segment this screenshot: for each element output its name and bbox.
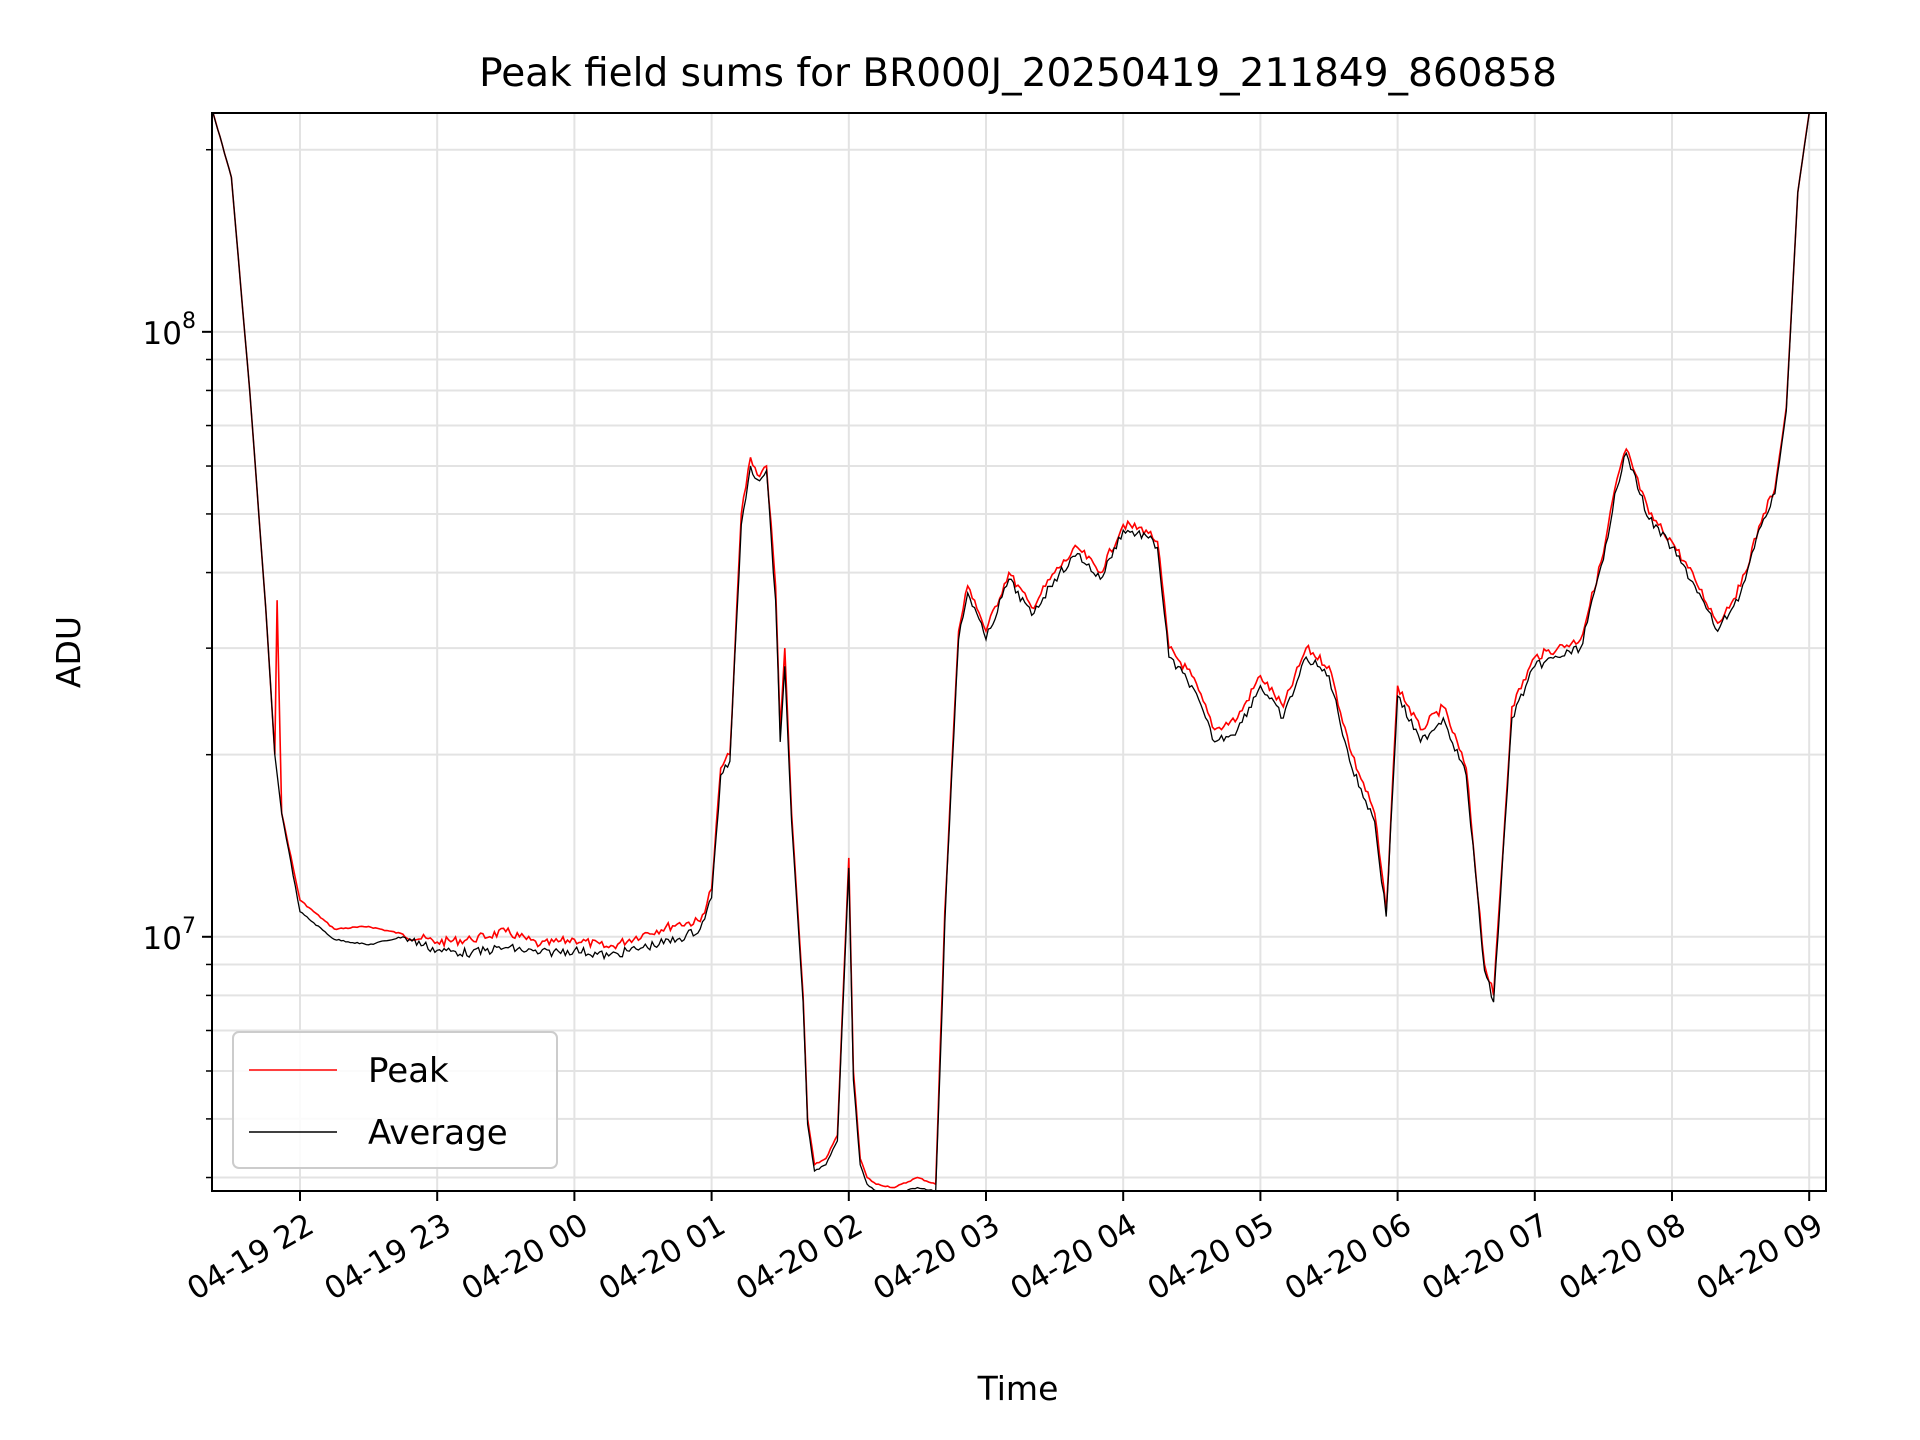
plot-area (212, 113, 1810, 1191)
plot-frame (211, 112, 1827, 1192)
chart-title: Peak field sums for BR000J_20250419_2118… (479, 51, 1557, 96)
y-tick-base: 10 (143, 921, 182, 957)
series-line-average (212, 113, 1810, 1191)
y-tick-exponent: 8 (182, 309, 196, 334)
legend-box (232, 1031, 558, 1169)
series-line-peak (212, 113, 1810, 1189)
legend-label-peak: Peak (368, 1051, 449, 1091)
y-axis-label: ADU (49, 616, 88, 688)
legend: Peak Average (232, 1031, 558, 1169)
y-tick-base: 10 (143, 316, 182, 352)
y-tick-label: 107 (143, 914, 196, 957)
y-tick-exponent: 7 (182, 914, 196, 939)
legend-label-average: Average (368, 1113, 508, 1153)
y-tick-label: 108 (143, 309, 196, 352)
x-axis-label: Time (977, 1369, 1059, 1408)
